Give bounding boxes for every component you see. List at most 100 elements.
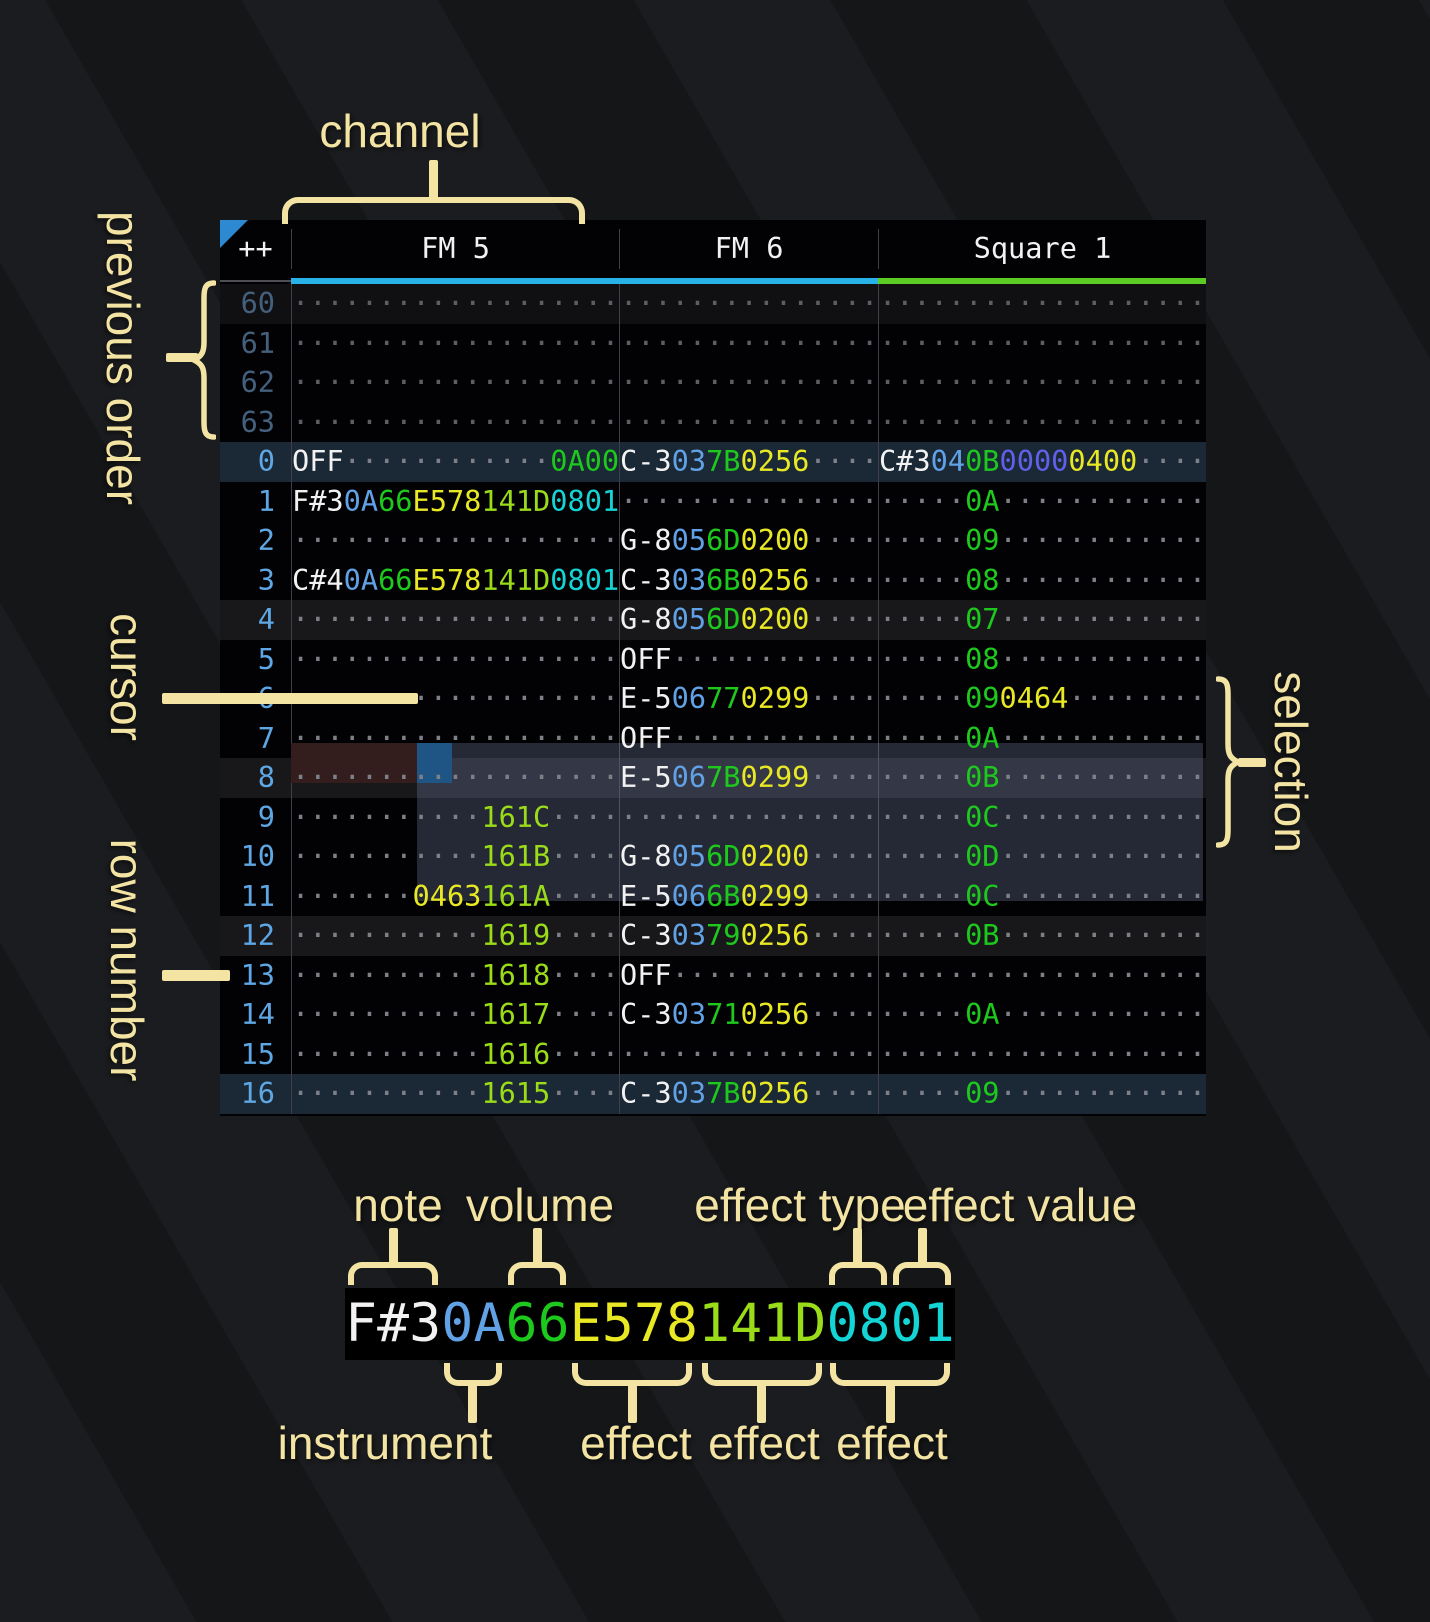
pattern-cell[interactable]: G-8056D0200···· xyxy=(619,521,878,561)
pattern-cell[interactable]: E-5067B0299···· xyxy=(619,758,878,798)
pattern-field: ··············· xyxy=(620,404,878,439)
pattern-cell[interactable]: ··················· xyxy=(291,323,619,363)
pattern-cell[interactable]: OFF············ xyxy=(619,718,878,758)
pattern-cell[interactable]: C-3036B0256···· xyxy=(619,560,878,600)
pattern-cell[interactable]: ··················· xyxy=(291,402,619,442)
pattern-field: 0256 xyxy=(740,918,810,952)
pattern-cell[interactable]: E-5066B0299···· xyxy=(619,876,878,916)
pattern-cell[interactable]: ··················· xyxy=(878,284,1206,324)
pattern-field: ············ xyxy=(999,878,1206,913)
pattern-cell[interactable]: ··················· xyxy=(291,284,619,324)
pattern-cell[interactable]: ··············· xyxy=(619,323,878,363)
pattern-cell[interactable]: ··················· xyxy=(291,639,619,679)
pattern-cell[interactable]: ··················· xyxy=(291,758,619,798)
pattern-row[interactable]: 16 ···········1615···· C-3037B0256···· ····… xyxy=(220,1074,1206,1114)
pattern-row[interactable]: 3 C#40A66E578141D0801 C-3036B0256···· ·····… xyxy=(220,560,1206,600)
pattern-row[interactable]: 12 ···········1619···· C-303790256···· ····… xyxy=(220,916,1206,956)
pattern-row[interactable]: 2 ··················· G-8056D0200···· ·····… xyxy=(220,521,1206,561)
pattern-cell[interactable]: ·····09············ xyxy=(878,521,1206,561)
row-number: 8 xyxy=(257,760,275,794)
pattern-cell[interactable]: C-303790256···· xyxy=(619,916,878,956)
channel-header-square1[interactable]: Square 1 xyxy=(878,229,1206,269)
order-add-button[interactable]: ++ xyxy=(238,231,273,266)
pattern-cell[interactable]: ·····08············ xyxy=(878,560,1206,600)
pattern-cell[interactable]: E-506770299···· xyxy=(619,679,878,719)
pattern-cell[interactable]: G-8056D0200···· xyxy=(619,837,878,877)
pattern-cell[interactable]: ·····0B············ xyxy=(878,916,1206,956)
pattern-cell[interactable]: ·····0C············ xyxy=(878,876,1206,916)
pattern-row[interactable]: 13 ···········1618···· OFF············ ····… xyxy=(220,955,1206,995)
pattern-cell[interactable]: ··················· xyxy=(878,363,1206,403)
pattern-row[interactable]: 9 ···········161C···· ··············· ·····… xyxy=(220,797,1206,837)
pattern-row[interactable]: 8 ··················· E-5067B0299···· ·····… xyxy=(220,758,1206,798)
row-number-annotation-pointer xyxy=(162,970,230,981)
pattern-cell[interactable]: ·····0B············ xyxy=(878,758,1206,798)
pattern-cell[interactable]: OFF············ xyxy=(619,955,878,995)
pattern-cell[interactable]: ·······0463161A···· xyxy=(291,876,619,916)
previous-order-brace xyxy=(190,280,216,440)
pattern-cell[interactable]: ···········1616···· xyxy=(291,1034,619,1074)
pattern-row[interactable]: 0 OFF············0A00 C-3037B0256···· C#304… xyxy=(220,442,1206,482)
pattern-cell[interactable]: ··················· xyxy=(291,521,619,561)
pattern-field: ····· xyxy=(879,523,966,557)
pattern-row[interactable]: 15 ···········1616···· ··············· ····… xyxy=(220,1034,1206,1074)
pattern-cell[interactable]: ···········1615···· xyxy=(291,1074,619,1114)
pattern-cell[interactable]: ··············· xyxy=(619,797,878,837)
pattern-cell[interactable]: ·····09············ xyxy=(878,1074,1206,1114)
pattern-cell[interactable]: ·····090464········ xyxy=(878,679,1206,719)
pattern-cell[interactable]: ···········1618···· xyxy=(291,955,619,995)
pattern-field: 0256 xyxy=(740,444,810,478)
pattern-field: 07 xyxy=(965,602,1000,636)
row-number: 1 xyxy=(257,483,275,518)
pattern-cell[interactable]: ··················· xyxy=(291,718,619,758)
previous-order-row[interactable]: 62 ··················· ··············· ····… xyxy=(220,363,1206,403)
pattern-cell[interactable]: C-3037B0256···· xyxy=(619,1074,878,1114)
pattern-row[interactable]: 7 ··················· OFF············ ·····… xyxy=(220,718,1206,758)
pattern-cell[interactable]: ···········1617···· xyxy=(291,995,619,1035)
pattern-cell[interactable]: ··············· xyxy=(619,363,878,403)
pattern-cell[interactable]: ··················· xyxy=(878,323,1206,363)
pattern-cell[interactable]: ··················· xyxy=(291,600,619,640)
channel-header-fm6[interactable]: FM 6 xyxy=(619,229,878,269)
pattern-cell[interactable]: G-8056D0200···· xyxy=(619,600,878,640)
pattern-row[interactable]: 1 F#30A66E578141D0801 ··············· ·····… xyxy=(220,481,1206,521)
pattern-row[interactable]: 11 ·······0463161A···· E-5066B0299···· ····… xyxy=(220,876,1206,916)
effect-value-bracket xyxy=(893,1262,951,1285)
pattern-cell[interactable]: ·····0A············ xyxy=(878,718,1206,758)
pattern-cell[interactable]: C#3040B00000400···· xyxy=(878,442,1206,482)
pattern-cell[interactable]: ··············· xyxy=(619,481,878,521)
pattern-cell[interactable]: C-303710256···· xyxy=(619,995,878,1035)
channel-header-fm5[interactable]: FM 5 xyxy=(291,229,619,269)
pattern-row[interactable]: 10 ···········161B···· G-8056D0200···· ····… xyxy=(220,837,1206,877)
pattern-cell[interactable]: ···········161B···· xyxy=(291,837,619,877)
pattern-cell[interactable]: ·····0D············ xyxy=(878,837,1206,877)
pattern-cell[interactable]: ·····07············ xyxy=(878,600,1206,640)
pattern-cell[interactable]: ·····08············ xyxy=(878,639,1206,679)
pattern-cell[interactable]: ··················· xyxy=(878,955,1206,995)
previous-order-row[interactable]: 61 ··················· ··············· ····… xyxy=(220,323,1206,363)
pattern-cell[interactable]: ···········1619···· xyxy=(291,916,619,956)
pattern-cell[interactable]: F#30A66E578141D0801 xyxy=(291,481,619,521)
previous-order-row[interactable]: 60 ··················· ··············· ····… xyxy=(220,284,1206,324)
previous-order-row[interactable]: 63 ··················· ··············· ····… xyxy=(220,402,1206,442)
pattern-cell[interactable]: ·····0A············ xyxy=(878,995,1206,1035)
pattern-cell[interactable]: ··············· xyxy=(619,1034,878,1074)
pattern-cell[interactable]: ··············· xyxy=(619,402,878,442)
pattern-cell[interactable]: C-3037B0256···· xyxy=(619,442,878,482)
pattern-cell[interactable]: OFF············0A00 xyxy=(291,442,619,482)
pattern-row[interactable]: 5 ··················· OFF············ ·····… xyxy=(220,639,1206,679)
pattern-cell[interactable]: ··················· xyxy=(878,1034,1206,1074)
pattern-cell[interactable]: ··················· xyxy=(878,402,1206,442)
pattern-cell[interactable]: ···········161C···· xyxy=(291,797,619,837)
pattern-cell[interactable]: ·····0A············ xyxy=(878,481,1206,521)
pattern-cell[interactable]: ··············· xyxy=(619,284,878,324)
pattern-cell[interactable]: C#40A66E578141D0801 xyxy=(291,560,619,600)
pattern-cell[interactable]: ·····0C············ xyxy=(878,797,1206,837)
pattern-field: 0A00 xyxy=(550,444,619,478)
pattern-field: ··············· xyxy=(620,286,878,320)
pattern-row[interactable]: 14 ···········1617···· C-303710256···· ····… xyxy=(220,995,1206,1035)
channel-annotation-bracket xyxy=(282,197,585,224)
pattern-cell[interactable]: ··················· xyxy=(291,363,619,403)
pattern-row[interactable]: 4 ··················· G-8056D0200···· ·····… xyxy=(220,600,1206,640)
pattern-cell[interactable]: OFF············ xyxy=(619,639,878,679)
